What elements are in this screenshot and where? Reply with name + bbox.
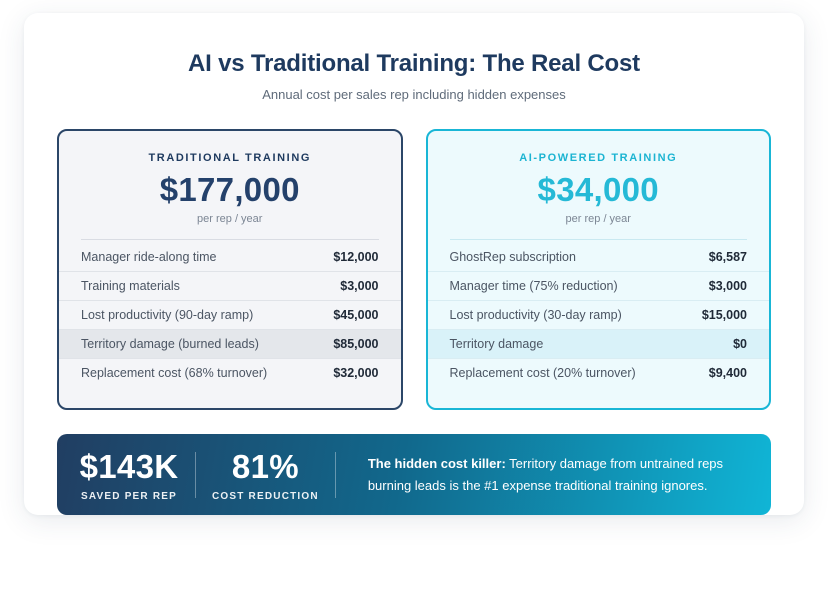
row-label: Manager time (75% reduction): [449, 279, 618, 293]
row-label: Lost productivity (30-day ramp): [449, 308, 622, 322]
row-label: Territory damage (burned leads): [81, 337, 259, 351]
ai-total-cost: $34,000: [537, 171, 659, 208]
row-value: $6,587: [708, 249, 747, 264]
table-row: Training materials $3,000: [59, 271, 401, 300]
row-label: Manager ride-along time: [81, 249, 217, 264]
row-value: $9,400: [708, 366, 747, 380]
comparison-panel: AI vs Traditional Training: The Real Cos…: [24, 13, 804, 515]
stat-value: 81%: [231, 447, 299, 485]
divider: [195, 451, 196, 498]
table-row-highlighted: Territory damage (burned leads) $85,000: [59, 329, 401, 358]
ai-card-label: AI-POWERED TRAINING: [519, 152, 678, 164]
row-value: $0: [733, 337, 747, 351]
row-label: Lost productivity (90-day ramp): [81, 308, 254, 322]
table-row: GhostRep subscription $6,587: [428, 242, 770, 271]
divider: [81, 239, 379, 240]
row-value: $45,000: [333, 308, 379, 322]
ai-training-card: AI-POWERED TRAINING $34,000 per rep / ye…: [425, 129, 771, 410]
row-label: GhostRep subscription: [449, 249, 576, 264]
traditional-card-label: TRADITIONAL TRAINING: [148, 152, 312, 164]
row-value: $3,000: [340, 279, 379, 293]
traditional-cost-rows: Manager ride-along time $12,000 Training…: [59, 242, 401, 408]
cost-cards-row: TRADITIONAL TRAINING $177,000 per rep / …: [57, 129, 771, 410]
row-label: Replacement cost (68% turnover): [81, 366, 268, 380]
traditional-period-label: per rep / year: [197, 213, 263, 225]
page-title: AI vs Traditional Training: The Real Cos…: [188, 50, 640, 77]
row-value: $32,000: [333, 366, 379, 380]
traditional-training-card: TRADITIONAL TRAINING $177,000 per rep / …: [57, 129, 403, 410]
stat-saved-per-rep: $143K SAVED PER REP: [79, 448, 179, 502]
table-row: Lost productivity (90-day ramp) $45,000: [59, 300, 401, 329]
row-value: $3,000: [708, 279, 747, 293]
ai-period-label: per rep / year: [565, 213, 631, 225]
table-row: Manager ride-along time $12,000: [59, 242, 401, 271]
stat-label: COST REDUCTION: [212, 490, 319, 502]
row-label: Training materials: [81, 279, 180, 293]
row-value: $15,000: [701, 308, 747, 322]
traditional-card-header: TRADITIONAL TRAINING $177,000 per rep / …: [59, 131, 401, 240]
page-subtitle: Annual cost per sales rep including hidd…: [262, 87, 566, 102]
summary-banner: $143K SAVED PER REP 81% COST REDUCTION T…: [57, 434, 771, 515]
table-row: Replacement cost (68% turnover) $32,000: [59, 358, 401, 387]
divider: [449, 239, 747, 240]
ai-card-header: AI-POWERED TRAINING $34,000 per rep / ye…: [428, 131, 770, 240]
stat-value: $143K: [79, 447, 179, 485]
row-label: Territory damage: [449, 337, 544, 351]
table-row: Lost productivity (30-day ramp) $15,000: [427, 300, 769, 329]
table-row: Manager time (75% reduction) $3,000: [427, 271, 769, 300]
stat-label: SAVED PER REP: [81, 490, 177, 502]
banner-note-body: Territory damage from untrained reps bur…: [367, 456, 724, 493]
banner-note: The hidden cost killer: Territory damage…: [352, 453, 749, 496]
divider: [334, 451, 336, 498]
row-value: $12,000: [333, 249, 379, 264]
banner-note-lead: The hidden cost killer:: [367, 456, 506, 472]
ai-cost-rows: GhostRep subscription $6,587 Manager tim…: [427, 242, 770, 408]
row-value: $85,000: [333, 337, 379, 351]
row-label: Replacement cost (20% turnover): [449, 366, 636, 380]
traditional-total-cost: $177,000: [159, 171, 300, 208]
stat-cost-reduction: 81% COST REDUCTION: [212, 448, 319, 502]
table-row: Replacement cost (20% turnover) $9,400: [427, 358, 769, 387]
table-row-highlighted: Territory damage $0: [427, 329, 769, 358]
